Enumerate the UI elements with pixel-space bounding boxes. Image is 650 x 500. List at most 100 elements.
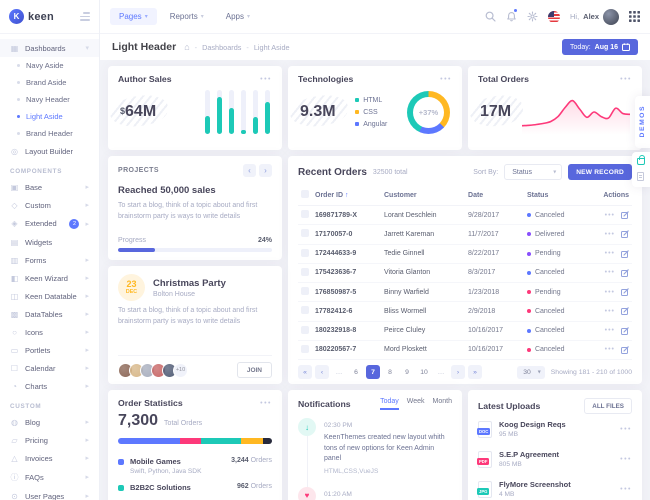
breadcrumb-light-aside[interactable]: Light Aside [253, 42, 290, 52]
file-type-icon: JPG [477, 480, 492, 498]
edit-icon[interactable] [621, 269, 629, 277]
today-date-button[interactable]: Today: Aug 16 [562, 39, 638, 55]
settings-gear-icon[interactable] [527, 11, 538, 22]
edit-icon[interactable] [621, 346, 629, 354]
sidebar-item-layout-builder[interactable]: ◎ Layout Builder [0, 142, 99, 160]
page-9-button[interactable]: 9 [405, 368, 409, 376]
new-record-button[interactable]: NEW RECORD [568, 164, 632, 180]
row-checkbox[interactable] [301, 344, 309, 353]
sidebar-item-icons[interactable]: ○ Icons ▸ [0, 323, 99, 341]
projects-next-icon[interactable]: › [259, 164, 272, 177]
row-checkbox[interactable] [301, 229, 309, 238]
page-6-button[interactable]: 6 [354, 368, 358, 376]
home-icon[interactable]: ⌂ [184, 42, 190, 52]
page-8-button[interactable]: 8 [388, 368, 392, 376]
sidebar-item-faqs[interactable]: ⓘ FAQs ▸ [0, 467, 99, 487]
tab-week[interactable]: Week [406, 398, 425, 405]
sidebar-item-calendar[interactable]: ☐ Calendar ▸ [0, 359, 99, 377]
sidebar-item-keen-datatable[interactable]: ◫ Keen Datatable ▸ [0, 287, 99, 305]
row-menu-icon[interactable]: ••• [604, 230, 615, 238]
sidebar-item-light-aside[interactable]: Light Aside [0, 108, 99, 125]
row-menu-icon[interactable]: ••• [604, 269, 615, 277]
select-all-checkbox[interactable] [301, 190, 309, 198]
edit-icon[interactable] [621, 288, 629, 297]
sidebar-item-dashboards[interactable]: ▦ Dashboards ▾ [0, 39, 99, 57]
language-flag-us[interactable] [547, 10, 560, 23]
pagination-summary: Showing 181 - 210 of 1000 [550, 368, 632, 376]
demos-tab[interactable]: DEMOS [635, 96, 650, 149]
menu-item-reports[interactable]: Reports ▾ [161, 8, 213, 25]
column-header-actions[interactable]: Actions [586, 186, 632, 206]
edit-icon[interactable] [621, 211, 629, 220]
sort-by-select[interactable]: Status [504, 164, 563, 180]
row-menu-icon[interactable]: ••• [604, 211, 615, 219]
page-10-button[interactable]: 10 [420, 368, 428, 376]
page-next-button[interactable]: › [451, 365, 465, 379]
sidebar-item-extended[interactable]: ◈ Extended 2 ▸ [0, 214, 99, 233]
page-last-button[interactable]: » [468, 365, 482, 379]
menu-item-apps[interactable]: Apps ▾ [217, 8, 259, 25]
sidebar-item-forms[interactable]: ▥ Forms ▸ [0, 251, 99, 269]
edit-icon[interactable] [621, 326, 629, 335]
row-menu-icon[interactable]: ••• [604, 250, 615, 258]
page-first-button[interactable]: « [298, 365, 312, 379]
sidebar-item-brand-header[interactable]: Brand Header [0, 125, 99, 142]
sidebar-item-datatables[interactable]: ▩ DataTables ▸ [0, 305, 99, 323]
file-menu-icon[interactable]: ••• [620, 455, 632, 463]
search-icon[interactable] [485, 11, 496, 22]
user-menu[interactable]: Hi, Alex [570, 8, 619, 25]
sidebar-toggle-icon[interactable] [80, 12, 90, 21]
total-orders-menu-icon[interactable]: ••• [620, 75, 632, 83]
row-checkbox[interactable] [301, 306, 309, 315]
all-files-button[interactable]: ALL FILES [584, 398, 632, 414]
sidebar-item-portlets[interactable]: ▭ Portlets ▸ [0, 341, 99, 359]
tab-month[interactable]: Month [432, 398, 452, 405]
tab-today[interactable]: Today [380, 398, 399, 410]
purchase-bag-icon[interactable] [637, 155, 645, 166]
order-statistics-menu-icon[interactable]: ••• [260, 399, 272, 407]
row-checkbox[interactable] [301, 267, 309, 276]
sidebar-item-brand-aside[interactable]: Brand Aside [0, 74, 99, 91]
sidebar-item-charts[interactable]: ◔ Charts ▸ [0, 377, 99, 395]
row-menu-icon[interactable]: ••• [604, 288, 615, 296]
sidebar-item-navy-header[interactable]: Navy Header [0, 91, 99, 108]
row-checkbox[interactable] [301, 248, 309, 257]
sidebar-item-keen-wizard[interactable]: ◧ Keen Wizard ▸ [0, 269, 99, 287]
docs-file-icon[interactable] [637, 172, 644, 182]
column-header-customer[interactable]: Customer [380, 186, 466, 206]
edit-icon[interactable] [621, 307, 629, 316]
sidebar-item-blog[interactable]: ◍ Blog ▸ [0, 413, 99, 431]
column-header-status[interactable]: Status [523, 186, 587, 206]
file-menu-icon[interactable]: ••• [620, 425, 632, 433]
brand-logo-group[interactable]: K keen [9, 9, 54, 24]
projects-prev-icon[interactable]: ‹ [243, 164, 256, 177]
row-checkbox[interactable] [301, 287, 309, 296]
page-size-select[interactable]: 30 [517, 365, 545, 379]
row-menu-icon[interactable]: ••• [604, 307, 615, 315]
row-menu-icon[interactable]: ••• [604, 327, 615, 335]
menu-item-pages[interactable]: Pages ▾ [110, 8, 157, 25]
edit-icon[interactable] [621, 249, 629, 258]
edit-icon[interactable] [621, 230, 629, 239]
breadcrumb-dashboards[interactable]: Dashboards [202, 42, 242, 52]
row-checkbox[interactable] [301, 210, 309, 219]
join-button[interactable]: JOIN [236, 362, 272, 378]
sidebar-item-user-pages[interactable]: ⊙ User Pages ▸ [0, 487, 99, 500]
row-checkbox[interactable] [301, 325, 309, 334]
file-menu-icon[interactable]: ••• [620, 485, 632, 493]
apps-grid-icon[interactable] [629, 11, 640, 22]
sidebar-item-base[interactable]: ▣ Base ▸ [0, 178, 99, 196]
column-header-order-id[interactable]: Order ID ↑ [312, 186, 381, 206]
page-7-button[interactable]: 7 [366, 365, 380, 379]
sidebar-item-invoices[interactable]: △ Invoices ▸ [0, 449, 99, 467]
author-sales-menu-icon[interactable]: ••• [260, 75, 272, 83]
sidebar-item-custom[interactable]: ◇ Custom ▸ [0, 196, 99, 214]
sidebar-item-widgets[interactable]: ▤ Widgets [0, 233, 99, 251]
sidebar-item-pricing[interactable]: ▱ Pricing ▸ [0, 431, 99, 449]
technologies-menu-icon[interactable]: ••• [440, 75, 452, 83]
page-prev-button[interactable]: ‹ [315, 365, 329, 379]
notifications-bell-icon[interactable] [506, 9, 517, 22]
row-menu-icon[interactable]: ••• [604, 346, 615, 354]
sidebar-item-navy-aside[interactable]: Navy Aside [0, 57, 99, 74]
column-header-date[interactable]: Date [465, 186, 524, 206]
